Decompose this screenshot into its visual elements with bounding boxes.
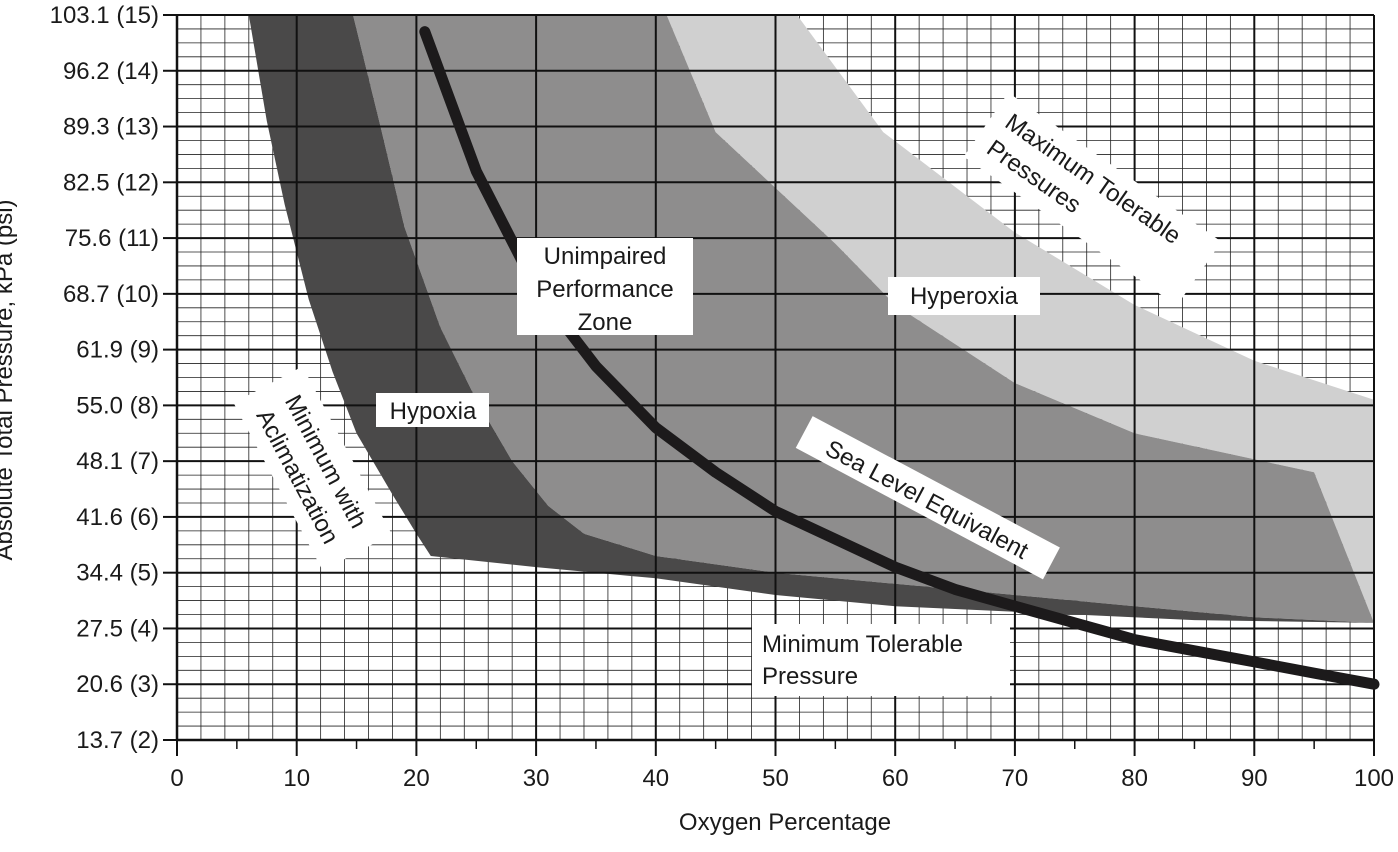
hyperoxia-label: Hyperoxia [888, 277, 1040, 315]
x-tick-label: 10 [283, 765, 310, 792]
y-axis-label: Absolute Total Pressure, kPa (psi) [0, 199, 18, 560]
x-tick-label: 100 [1354, 765, 1394, 792]
y-tick-label: 27.5 (4) [76, 615, 159, 642]
x-tick-label: 80 [1121, 765, 1148, 792]
y-tick-label: 89.3 (13) [63, 114, 159, 141]
y-tick-label: 55.0 (8) [76, 392, 159, 419]
hypoxia-label: Hypoxia [376, 393, 489, 427]
y-tick-label: 13.7 (2) [76, 727, 159, 754]
series-sea-level-equivalent [419, 26, 1380, 690]
x-tick-label: 60 [882, 765, 909, 792]
svg-text:Minimum Tolerable: Minimum Tolerable [762, 631, 963, 658]
y-tick-label: 68.7 (10) [63, 281, 159, 308]
x-tick-label: 30 [523, 765, 550, 792]
region-hypoxia [248, 15, 1374, 623]
svg-text:Hyperoxia: Hyperoxia [910, 283, 1019, 310]
chart-axes [163, 14, 1375, 756]
svg-text:Unimpaired: Unimpaired [544, 243, 667, 270]
svg-text:Pressure: Pressure [762, 663, 858, 690]
y-tick-label: 75.6 (11) [65, 225, 159, 252]
chart-series [419, 26, 1380, 690]
region-unimpaired-performance-zone [353, 15, 1374, 623]
svg-text:Zone: Zone [578, 309, 633, 336]
svg-text:Performance: Performance [536, 276, 673, 303]
y-tick-label: 96.2 (14) [63, 58, 159, 85]
min-tolerable-label: Minimum Tolerable Pressure [752, 624, 1010, 696]
y-tick-label: 48.1 (7) [76, 448, 159, 475]
x-tick-label: 0 [170, 765, 183, 792]
y-tick-label: 34.4 (5) [76, 560, 159, 587]
x-tick-label: 20 [403, 765, 430, 792]
region-hyperoxia [666, 15, 1374, 623]
y-tick-label: 103.1 (15) [50, 2, 159, 29]
x-tick-label: 90 [1241, 765, 1268, 792]
svg-text:Hypoxia: Hypoxia [390, 398, 477, 425]
chart-regions [248, 15, 1374, 623]
unimpaired-zone-label: Unimpaired Performance Zone [517, 238, 693, 336]
y-tick-label: 20.6 (3) [76, 671, 159, 698]
x-tick-label: 40 [642, 765, 669, 792]
tick-labels: 0 10 20 30 40 50 60 70 80 90 100 103.1 (15) 96.2 (14… [50, 2, 1394, 792]
x-tick-label: 50 [762, 765, 789, 792]
y-tick-label: 82.5 (12) [63, 169, 159, 196]
y-tick-label: 61.9 (9) [76, 337, 159, 364]
x-tick-label: 70 [1002, 765, 1029, 792]
x-axis-label: Oxygen Percentage [679, 809, 891, 836]
y-tick-label: 41.6 (6) [76, 504, 159, 531]
